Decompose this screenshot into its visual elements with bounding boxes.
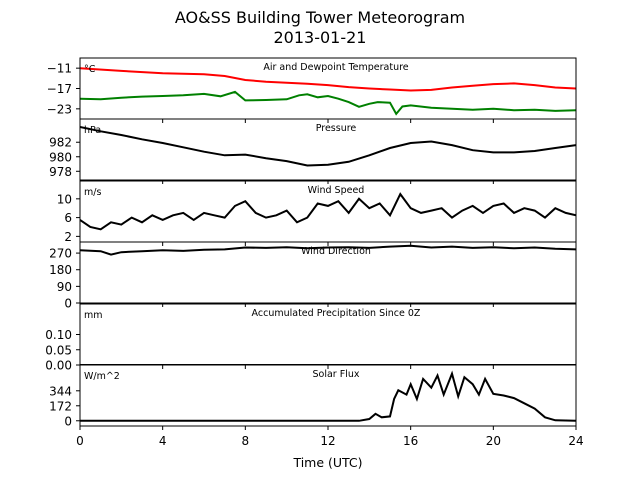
panel-unit-temp: °C (84, 64, 96, 75)
y-tick-label-precip: 0.05 (45, 343, 72, 357)
y-tick-label-solar: 344 (49, 384, 72, 398)
y-tick-label-pressure: 980 (49, 150, 72, 164)
x-tick-label: 4 (159, 434, 167, 448)
series-line-pressure-0 (80, 126, 576, 167)
panel-unit-wind: m/s (84, 187, 101, 198)
y-tick-label-temp: −23 (47, 102, 72, 116)
panel-direction (76, 241, 577, 307)
x-tick-label: 24 (568, 434, 583, 448)
panel-title-solar: Solar Flux (313, 369, 360, 380)
y-tick-label-temp: −17 (47, 82, 72, 96)
y-tick-label-direction: 0 (64, 297, 72, 311)
x-tick-label: 12 (320, 434, 335, 448)
panel-unit-solar: W/m^2 (84, 371, 120, 382)
x-tick-label: 8 (242, 434, 250, 448)
y-tick-label-solar: 172 (49, 399, 72, 413)
y-tick-label-pressure: 978 (49, 165, 72, 179)
y-tick-label-direction: 270 (49, 247, 72, 261)
y-tick-label-wind: 10 (57, 192, 72, 206)
series-line-direction-0 (80, 244, 576, 256)
x-tick-label: 16 (403, 434, 418, 448)
y-tick-label-direction: 90 (57, 280, 72, 294)
x-tick-label: 0 (76, 434, 84, 448)
series-line-temp-1 (80, 90, 576, 116)
panel-title-pressure: Pressure (316, 123, 357, 134)
panel-title-direction: Wind Direction (301, 246, 371, 257)
chart-subtitle-date: 2013-01-21 (273, 28, 367, 47)
panel-solar (76, 364, 577, 430)
series-line-solar-0 (80, 370, 576, 422)
y-tick-label-wind: 2 (64, 230, 72, 244)
y-tick-label-solar: 0 (64, 414, 72, 428)
y-tick-label-precip: 0.10 (45, 328, 72, 342)
y-tick-label-wind: 6 (64, 211, 72, 225)
panel-title-precip: Accumulated Precipitation Since 0Z (252, 308, 421, 319)
y-tick-label-precip: 0.00 (45, 359, 72, 373)
x-tick-label: 20 (486, 434, 501, 448)
panel-title-temp: Air and Dewpoint Temperature (263, 62, 408, 73)
x-axis-label: Time (UTC) (292, 455, 362, 470)
y-tick-label-pressure: 982 (49, 136, 72, 150)
panel-title-wind: Wind Speed (308, 185, 365, 196)
series-line-temp-0 (80, 67, 576, 92)
y-tick-label-temp: −11 (47, 62, 72, 76)
chart-title: AO&SS Building Tower Meteorogram (174, 8, 466, 27)
series-line-wind-0 (80, 192, 576, 231)
panel-unit-precip: mm (84, 310, 103, 321)
panel-unit-pressure: hPa (84, 125, 101, 136)
panel-temp (76, 57, 577, 123)
y-tick-label-direction: 180 (49, 263, 72, 277)
